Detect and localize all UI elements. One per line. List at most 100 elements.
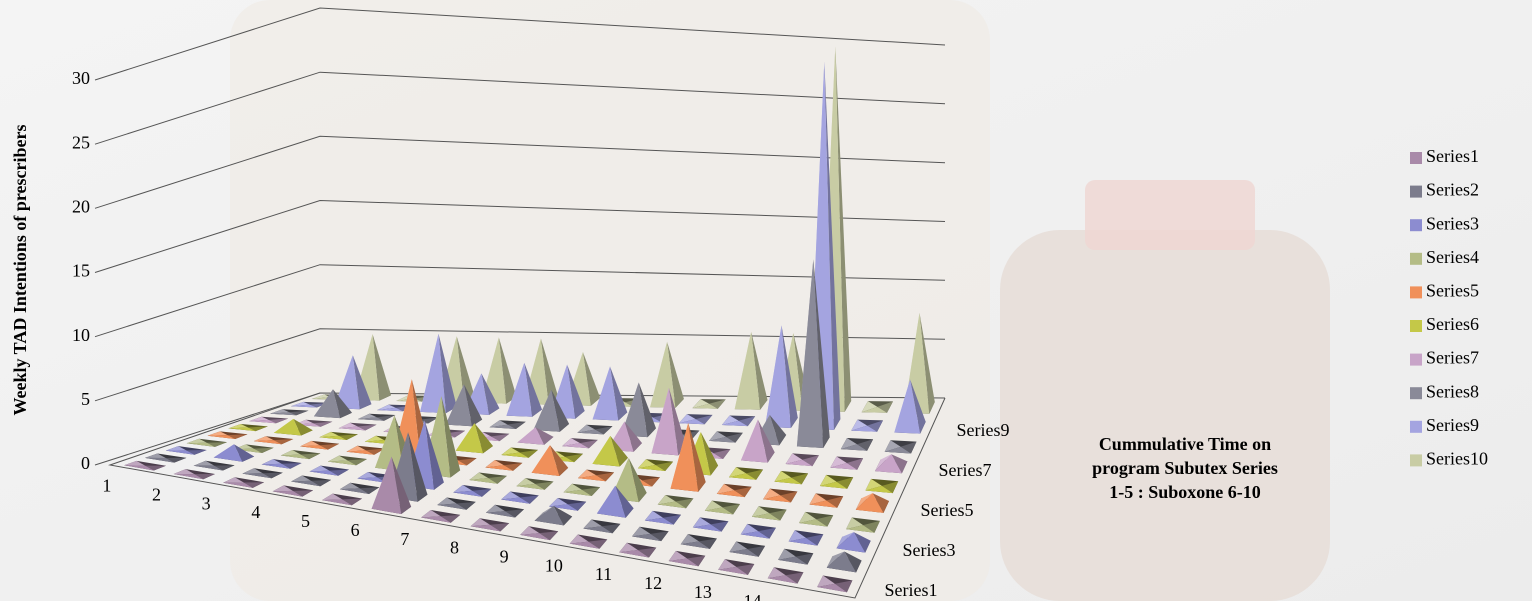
pyramid-front (826, 551, 857, 573)
pyramid (489, 420, 526, 429)
pyramid (453, 485, 492, 497)
pyramid (763, 488, 798, 503)
pyramid-left (774, 471, 792, 482)
pyramid (884, 440, 917, 454)
pyramid-right (234, 444, 255, 462)
pyramid-right (391, 456, 412, 514)
pyramid-right (553, 505, 573, 526)
pyramid (577, 424, 613, 435)
pyramid-left (338, 422, 358, 429)
pyramid (371, 456, 412, 514)
legend-label: Series4 (1426, 247, 1479, 267)
pyramid (213, 444, 255, 462)
pyramid-front (678, 419, 705, 425)
legend-label: Series5 (1426, 281, 1479, 301)
pyramid (577, 469, 615, 482)
pyramid-front (763, 495, 791, 503)
x-tick-label: 15 (793, 600, 811, 601)
pyramid-left (322, 493, 343, 501)
pyramid (249, 416, 289, 424)
pyramid (668, 550, 706, 567)
pyramid-front (489, 424, 516, 429)
pyramid-left (718, 559, 737, 570)
pyramid-right (311, 479, 332, 487)
pyramid-right (481, 373, 500, 415)
pyramid-front (657, 501, 686, 509)
pyramid (894, 379, 926, 434)
pyramid-left (632, 526, 651, 537)
pyramid (826, 551, 862, 573)
pyramid-right (268, 418, 289, 424)
pyramid-left (817, 575, 835, 587)
pyramid-right (376, 415, 396, 421)
pyramid-right (736, 564, 755, 575)
pyramid (796, 259, 830, 448)
pyramid-left (280, 450, 301, 456)
pyramid-right (738, 416, 756, 427)
pyramid-right (347, 459, 367, 466)
pyramid (223, 477, 265, 488)
pyramid-front (830, 463, 858, 470)
pyramid (840, 438, 874, 451)
pyramid (846, 517, 880, 533)
pyramid (751, 506, 787, 521)
pyramid-right (758, 527, 776, 539)
pyramid-right (910, 379, 926, 434)
pyramid (261, 459, 302, 469)
pyramid (470, 518, 510, 532)
pyramid-front (884, 446, 911, 454)
pyramid-right (710, 521, 729, 532)
pyramid (563, 483, 601, 496)
pyramid-right (596, 472, 615, 482)
pyramid-left (569, 534, 589, 544)
pyramid-left (799, 511, 817, 523)
pyramid (651, 387, 687, 456)
pyramid-right (757, 419, 775, 463)
pyramid-front (453, 490, 482, 497)
pyramid-front (644, 517, 674, 525)
pyramid-left (186, 438, 207, 444)
pyramid-right (650, 531, 669, 542)
pyramid-front (261, 463, 291, 469)
pyramid-left (637, 459, 656, 469)
pyramid-left (223, 477, 244, 483)
legend-label: Series10 (1426, 449, 1488, 469)
pyramid-right (655, 461, 674, 471)
depth-axis-label: 1-5 : Suboxone 6-10 (1109, 482, 1261, 502)
legend-label: Series7 (1426, 348, 1479, 368)
grid-line (94, 199, 946, 273)
pyramid (819, 474, 854, 489)
pyramid-right (610, 366, 628, 421)
pyramid (445, 384, 483, 427)
pyramid-left (165, 446, 187, 451)
x-tick-label: 7 (400, 529, 409, 549)
pyramid-left (534, 505, 554, 521)
pyramid-right (551, 389, 570, 432)
pyramid-right (372, 334, 392, 401)
x-tick-label: 13 (694, 582, 712, 601)
pyramid-front (144, 457, 175, 463)
pyramid (273, 418, 313, 436)
pyramid-front (569, 541, 600, 549)
pyramid-right (490, 523, 510, 532)
pyramid-right (900, 441, 917, 454)
pyramid-front (469, 478, 498, 484)
pyramid-right (293, 418, 313, 436)
pyramid-front (734, 331, 761, 410)
pyramid-front (322, 499, 352, 506)
pyramid-front (377, 407, 403, 412)
pyramid-right (595, 426, 613, 435)
pyramid-right (857, 439, 874, 451)
x-tick-label: 6 (351, 520, 360, 540)
pyramid-left (485, 504, 505, 513)
legend-label: Series3 (1426, 213, 1479, 233)
pyramid-right (342, 498, 363, 506)
legend-label: Series8 (1426, 381, 1479, 401)
pyramid-left (855, 493, 873, 510)
pyramid-left (357, 472, 377, 479)
pyramid-right (722, 504, 740, 515)
x-tick-label: 12 (644, 573, 662, 593)
pyramid (875, 454, 908, 474)
pyramid-right (695, 414, 713, 425)
pyramid-front (485, 465, 514, 471)
